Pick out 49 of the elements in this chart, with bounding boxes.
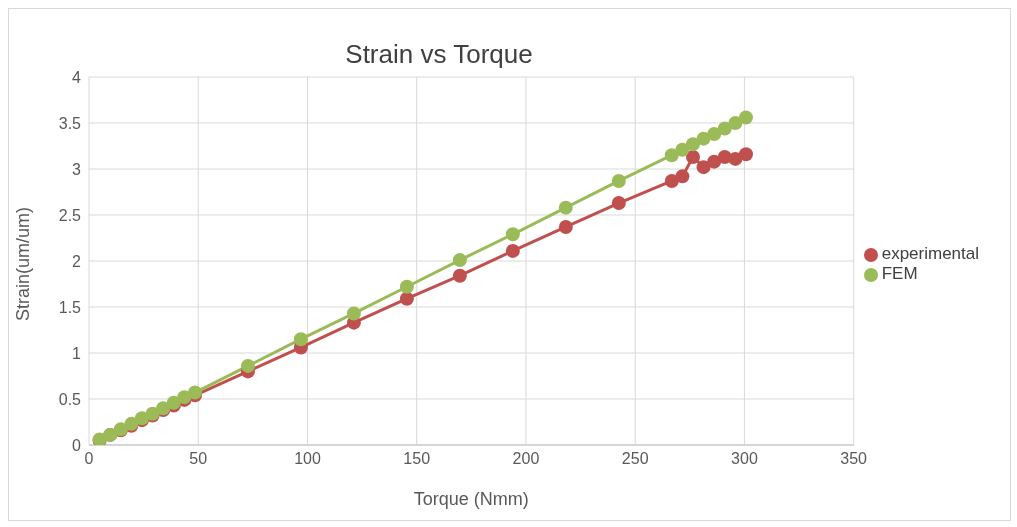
point bbox=[240, 358, 255, 373]
point bbox=[707, 127, 722, 142]
point bbox=[696, 160, 711, 175]
point bbox=[664, 148, 679, 163]
point bbox=[738, 110, 753, 125]
y-tick-label: 3.5 bbox=[58, 114, 82, 132]
point bbox=[675, 142, 690, 157]
y-tick-label: 1.5 bbox=[58, 298, 82, 316]
point bbox=[558, 200, 573, 215]
y-tick-label: 2 bbox=[72, 252, 82, 270]
chart-title: Strain vs Torque bbox=[344, 39, 534, 70]
point bbox=[664, 173, 679, 188]
legend-label: experimental bbox=[881, 244, 979, 263]
point bbox=[452, 253, 467, 268]
point bbox=[558, 219, 573, 234]
x-tick-label: 300 bbox=[731, 450, 758, 468]
x-tick-label: 200 bbox=[512, 450, 540, 468]
y-tick-label: 1 bbox=[72, 344, 82, 362]
point bbox=[717, 121, 732, 136]
y-tick-label: 2.5 bbox=[58, 206, 82, 224]
point bbox=[505, 227, 520, 242]
point bbox=[293, 332, 308, 347]
legend-label: FEM bbox=[881, 264, 918, 283]
point bbox=[505, 243, 520, 258]
x-tick-label: 50 bbox=[189, 450, 208, 468]
point bbox=[611, 173, 626, 188]
point bbox=[728, 151, 743, 166]
point bbox=[728, 116, 743, 130]
x-axis-title: Torque (Nmm) bbox=[413, 489, 529, 509]
y-tick-label: 0 bbox=[72, 436, 82, 454]
y-tick-label: 0.5 bbox=[58, 390, 82, 408]
x-tick-label: 150 bbox=[403, 450, 431, 468]
point bbox=[685, 150, 700, 165]
point bbox=[675, 169, 690, 184]
point bbox=[346, 306, 361, 321]
y-tick-label: 3 bbox=[72, 160, 82, 178]
x-tick-label: 100 bbox=[294, 450, 321, 468]
x-tick-label: 350 bbox=[840, 450, 868, 468]
point bbox=[611, 196, 626, 211]
y-tick-label: 4 bbox=[72, 68, 82, 86]
point bbox=[399, 291, 414, 306]
y-axis-title: Strain(um/um) bbox=[13, 206, 34, 321]
point bbox=[707, 154, 722, 169]
point bbox=[452, 268, 467, 283]
x-tick-label: 250 bbox=[621, 450, 649, 468]
x-tick-label: 0 bbox=[84, 450, 94, 468]
point bbox=[685, 137, 700, 152]
point bbox=[399, 279, 414, 294]
point bbox=[738, 147, 753, 162]
